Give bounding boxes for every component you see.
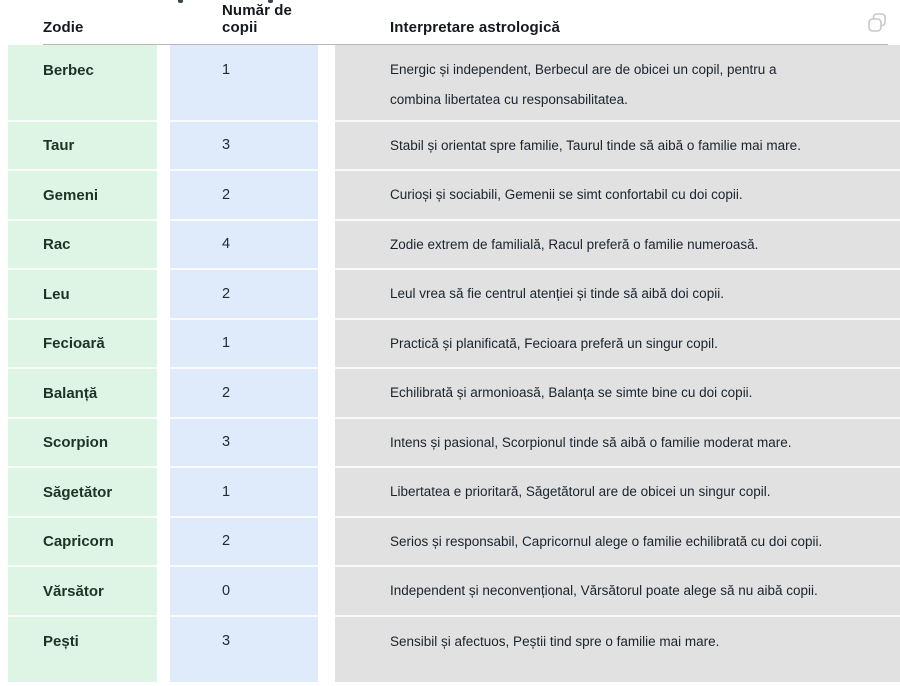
cropped-text-artifact xyxy=(268,0,273,3)
interpretation-cell: Practică și planificată, Fecioara prefer… xyxy=(335,318,900,367)
column-gap xyxy=(318,516,335,565)
column-gap xyxy=(318,219,335,268)
column-gap xyxy=(157,565,170,615)
zodiac-sign-cell: Săgetător xyxy=(8,466,157,516)
column-gap xyxy=(157,417,170,466)
zodiac-sign-cell: Vărsător xyxy=(8,565,157,615)
column-gap xyxy=(157,615,170,682)
interpretation-cell: Independent și neconvențional, Vărsătoru… xyxy=(335,565,900,615)
children-count-cell: 4 xyxy=(170,219,318,268)
column-gap xyxy=(157,268,170,318)
children-count-cell: 2 xyxy=(170,367,318,417)
table-header: Zodie Număr de copii Interpretare astrol… xyxy=(8,0,900,45)
table-row: Rac 4 Zodie extrem de familială, Racul p… xyxy=(8,219,900,268)
column-gap xyxy=(157,367,170,417)
children-count-cell: 3 xyxy=(170,120,318,169)
table-row: Capricorn 2 Serios și responsabil, Capri… xyxy=(8,516,900,565)
column-gap xyxy=(157,516,170,565)
table-row: Balanță 2 Echilibrată și armonioasă, Bal… xyxy=(8,367,900,417)
interpretation-cell: Leul vrea să fie centrul atenției și tin… xyxy=(335,268,900,318)
table-row: Săgetător 1 Libertatea e prioritară, Săg… xyxy=(8,466,900,516)
interpretation-cell: Energic și independent, Berbecul are de … xyxy=(335,45,900,120)
interpretation-cell: Zodie extrem de familială, Racul preferă… xyxy=(335,219,900,268)
zodiac-sign-cell: Rac xyxy=(8,219,157,268)
copy-icon xyxy=(866,13,888,37)
table-row: Leu 2 Leul vrea să fie centrul atenției … xyxy=(8,268,900,318)
children-count-cell: 0 xyxy=(170,565,318,615)
column-gap xyxy=(157,318,170,367)
column-gap xyxy=(318,367,335,417)
zodiac-sign-cell: Berbec xyxy=(8,45,157,120)
column-gap xyxy=(318,615,335,682)
children-count-cell: 1 xyxy=(170,466,318,516)
column-gap xyxy=(318,466,335,516)
column-gap xyxy=(157,466,170,516)
column-gap xyxy=(157,0,170,45)
column-gap xyxy=(318,0,335,45)
zodiac-sign-cell: Gemeni xyxy=(8,169,157,219)
table-row: Berbec 1 Energic și independent, Berbecu… xyxy=(8,45,900,120)
column-gap xyxy=(318,318,335,367)
zodiac-table: Berbec 1 Energic și independent, Berbecu… xyxy=(0,45,900,682)
column-gap xyxy=(157,169,170,219)
column-gap xyxy=(318,417,335,466)
header-divider xyxy=(43,44,888,45)
column-gap xyxy=(157,120,170,169)
header-col-zodie: Zodie xyxy=(43,19,84,36)
copy-button[interactable] xyxy=(865,12,889,36)
interpretation-cell: Curioși și sociabili, Gemenii se simt co… xyxy=(335,169,900,219)
header-col-numar-de-copii: Număr de copii xyxy=(222,2,292,36)
children-count-cell: 3 xyxy=(170,417,318,466)
column-gap xyxy=(157,45,170,120)
children-count-cell: 2 xyxy=(170,268,318,318)
zodiac-sign-cell: Taur xyxy=(8,120,157,169)
interpretation-cell: Serios și responsabil, Capricornul alege… xyxy=(335,516,900,565)
zodiac-sign-cell: Capricorn xyxy=(8,516,157,565)
children-count-cell: 2 xyxy=(170,516,318,565)
table-row: Gemeni 2 Curioși și sociabili, Gemenii s… xyxy=(8,169,900,219)
table-row: Fecioară 1 Practică și planificată, Feci… xyxy=(8,318,900,367)
column-gap xyxy=(318,268,335,318)
zodiac-sign-cell: Leu xyxy=(8,268,157,318)
header-col-interpretare: Interpretare astrologică xyxy=(390,19,560,36)
interpretation-cell: Stabil și orientat spre familie, Taurul … xyxy=(335,120,900,169)
children-count-cell: 3 xyxy=(170,615,318,682)
column-gap xyxy=(318,120,335,169)
interpretation-cell: Sensibil și afectuos, Peștii tind spre o… xyxy=(335,615,900,682)
column-gap xyxy=(318,565,335,615)
interpretation-cell: Libertatea e prioritară, Săgetătorul are… xyxy=(335,466,900,516)
column-gap xyxy=(318,45,335,120)
zodiac-sign-cell: Balanță xyxy=(8,367,157,417)
interpretation-cell: Echilibrată și armonioasă, Balanța se si… xyxy=(335,367,900,417)
table-row: Vărsător 0 Independent și neconvențional… xyxy=(8,565,900,615)
table-row: Scorpion 3 Intens și pasional, Scorpionu… xyxy=(8,417,900,466)
children-count-cell: 2 xyxy=(170,169,318,219)
column-gap xyxy=(157,219,170,268)
children-count-cell: 1 xyxy=(170,318,318,367)
zodiac-sign-cell: Fecioară xyxy=(8,318,157,367)
table-row: Taur 3 Stabil și orientat spre familie, … xyxy=(8,120,900,169)
cropped-text-artifact xyxy=(178,0,183,3)
column-gap xyxy=(318,169,335,219)
table-row: Pești 3 Sensibil și afectuos, Peștii tin… xyxy=(8,615,900,682)
children-count-cell: 1 xyxy=(170,45,318,120)
zodiac-sign-cell: Pești xyxy=(8,615,157,682)
zodiac-sign-cell: Scorpion xyxy=(8,417,157,466)
interpretation-cell: Intens și pasional, Scorpionul tinde să … xyxy=(335,417,900,466)
